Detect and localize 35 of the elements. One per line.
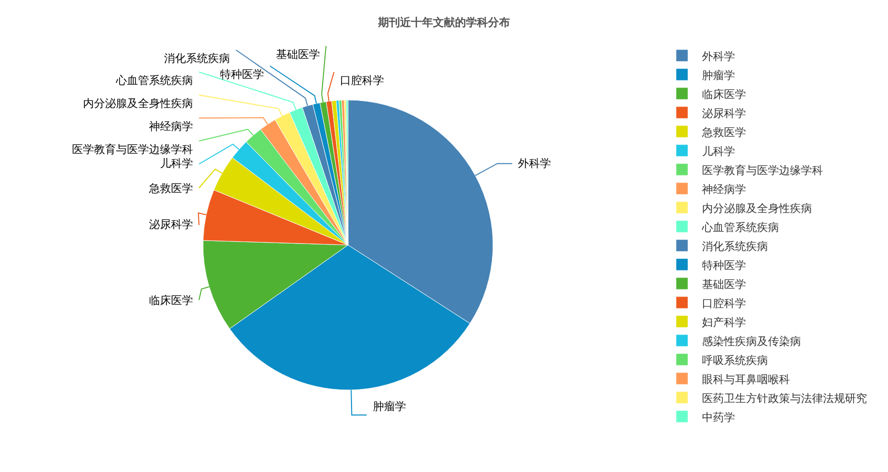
legend-label: 感染性疾病及传染病 bbox=[702, 334, 801, 348]
legend-label: 呼吸系统疾病 bbox=[702, 354, 768, 367]
legend-label: 外科学 bbox=[702, 50, 735, 63]
legend-label: 口腔科学 bbox=[702, 296, 746, 310]
legend-label: 儿科学 bbox=[702, 144, 735, 158]
data-label: 特种医学 bbox=[220, 68, 264, 81]
data-label: 外科学 bbox=[518, 157, 551, 170]
data-label: 临床医学 bbox=[149, 294, 193, 307]
legend-label: 肿瘤学 bbox=[702, 68, 735, 82]
data-label: 内分泌腺及全身性疾病 bbox=[83, 97, 193, 110]
data-label: 医学教育与医学边缘学科 bbox=[72, 143, 193, 156]
legend-label: 内分泌腺及全身性疾病 bbox=[702, 202, 812, 215]
legend-label: 特种医学 bbox=[702, 258, 746, 272]
legend-label: 泌尿科学 bbox=[702, 106, 746, 120]
data-label: 消化系统疾病 bbox=[164, 52, 230, 65]
legend-label: 心血管系统疾病 bbox=[701, 220, 779, 234]
data-label: 神经病学 bbox=[149, 120, 193, 133]
legend-label: 急救医学 bbox=[701, 126, 746, 139]
legend-label: 医学教育与医学边缘学科 bbox=[702, 164, 823, 177]
data-label: 心血管系统疾病 bbox=[115, 74, 193, 87]
legend-label: 神经病学 bbox=[702, 182, 746, 196]
legend-label: 中药学 bbox=[702, 410, 735, 424]
data-label: 泌尿科学 bbox=[149, 218, 193, 231]
legend-label: 基础医学 bbox=[702, 278, 746, 291]
data-label: 儿科学 bbox=[160, 157, 193, 170]
legend-label: 临床医学 bbox=[702, 88, 746, 101]
legend-label: 妇产科学 bbox=[702, 316, 746, 329]
legend-label: 眼科与耳鼻咽喉科 bbox=[702, 372, 790, 386]
data-label: 急救医学 bbox=[148, 182, 193, 195]
data-label: 口腔科学 bbox=[340, 74, 384, 87]
data-label: 肿瘤学 bbox=[373, 400, 406, 413]
chart-title: 期刊近十年文献的学科分布 bbox=[377, 16, 510, 29]
legend-label: 消化系统疾病 bbox=[702, 240, 768, 253]
data-label: 基础医学 bbox=[276, 48, 320, 61]
legend-label: 医药卫生方针政策与法律法规研究 bbox=[702, 392, 867, 405]
